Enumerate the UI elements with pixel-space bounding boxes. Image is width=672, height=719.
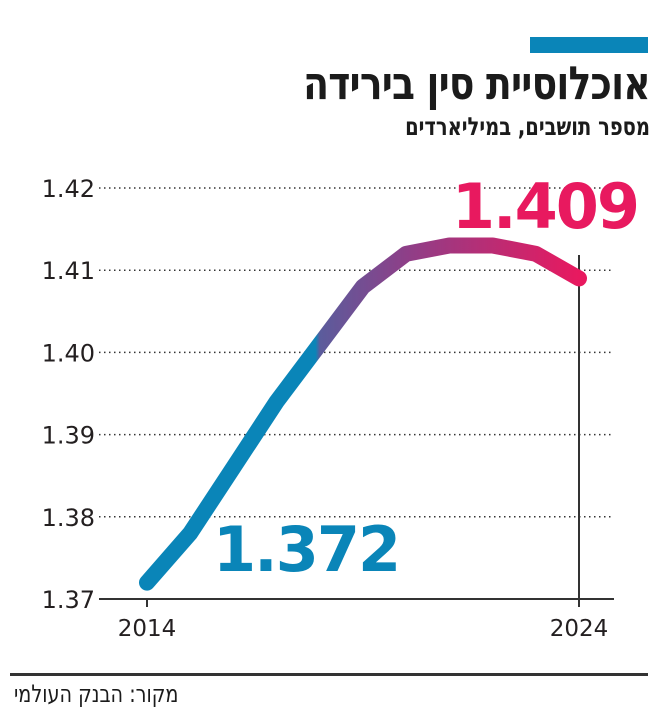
y-tick-label: 1.40 [42, 339, 95, 367]
source-note: מקור: הבנק העולמי [14, 680, 179, 708]
end-value-label: 1.409 [452, 170, 638, 243]
footer-divider [10, 673, 648, 676]
chart-subtitle: מספר תושבים, במיליארדים [405, 112, 650, 141]
x-label-end: 2024 [550, 616, 609, 642]
chart-title: אוכלוסיית סין בירידה [303, 56, 651, 110]
y-tick-label: 1.38 [42, 504, 95, 532]
y-axis-labels: 1.37 1.38 1.39 1.40 1.41 1.42 [42, 175, 95, 614]
y-tick-label: 1.41 [42, 257, 95, 285]
y-tick-label: 1.42 [42, 175, 95, 203]
x-label-start: 2014 [118, 616, 177, 642]
gridlines [99, 187, 614, 518]
y-tick-label: 1.37 [42, 586, 95, 614]
accent-bar [530, 37, 648, 53]
y-tick-label: 1.39 [42, 422, 95, 450]
population-line [139, 237, 587, 591]
start-value-label: 1.372 [213, 513, 399, 586]
